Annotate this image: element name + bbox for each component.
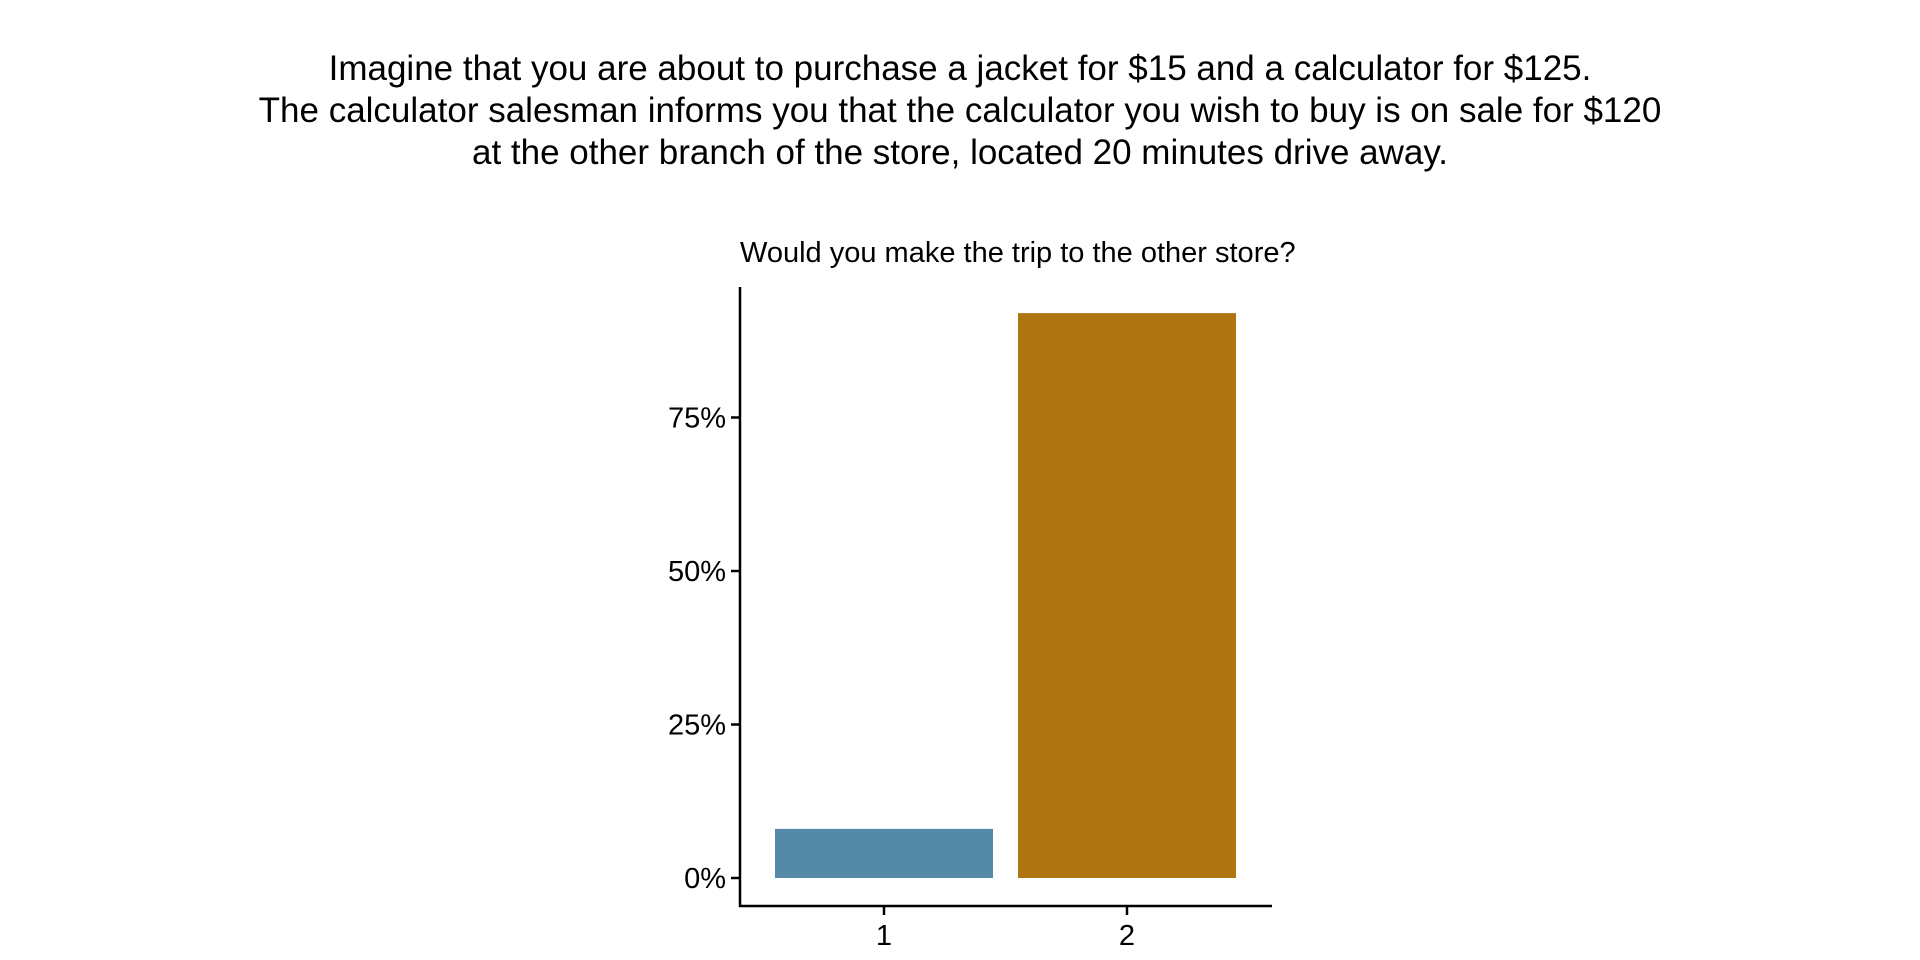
x-tick-label: 2 <box>1119 920 1135 952</box>
y-tick-label: 25% <box>668 710 726 742</box>
y-tick-label: 75% <box>668 403 726 435</box>
axes-layer: 0% 25% 50% 75% 1 2 <box>668 287 1272 952</box>
x-tick-label: 1 <box>876 920 892 952</box>
bars-layer <box>775 313 1236 878</box>
bar-2 <box>1018 313 1236 878</box>
y-tick-label: 50% <box>668 556 726 588</box>
y-tick-label: 0% <box>684 863 726 895</box>
bar-1 <box>775 828 993 878</box>
scenario-line-2: The calculator salesman informs you that… <box>258 91 1662 130</box>
scenario-line-3: at the other branch of the store, locate… <box>471 133 1449 172</box>
scenario-text: Imagine that you are about to purchase a… <box>0 48 1920 174</box>
scenario-line-1: Imagine that you are about to purchase a… <box>328 49 1592 88</box>
chart-title: Would you make the trip to the other sto… <box>740 237 1296 269</box>
